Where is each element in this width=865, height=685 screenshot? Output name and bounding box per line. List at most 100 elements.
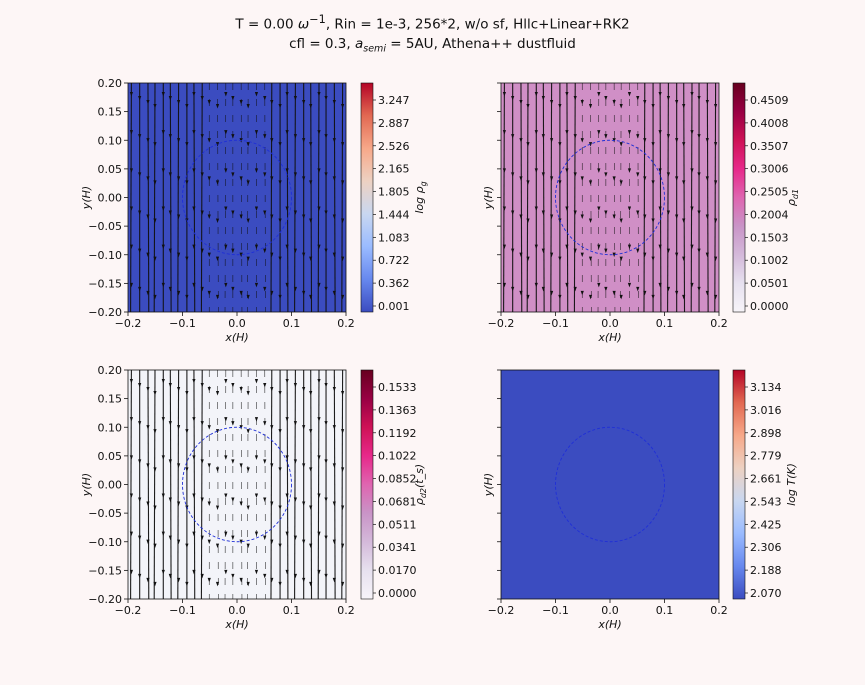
streamline-arrow bbox=[192, 168, 196, 173]
streamline-arrow bbox=[714, 142, 718, 147]
streamline bbox=[264, 370, 266, 599]
y-tick-label: −0.15 bbox=[88, 564, 122, 577]
streamline-arrow bbox=[177, 252, 181, 258]
streamline-arrow bbox=[697, 96, 701, 101]
streamline-arrow bbox=[153, 391, 157, 396]
heatmap-field bbox=[128, 83, 346, 312]
streamline-arrow bbox=[285, 282, 289, 288]
streamline bbox=[597, 83, 600, 312]
colorbar-tick-label: 3.134 bbox=[750, 381, 782, 394]
streamline-arrow bbox=[341, 180, 345, 185]
streamline-arrow bbox=[270, 425, 274, 430]
streamline-arrow bbox=[185, 543, 189, 549]
streamline-arrow bbox=[627, 168, 632, 173]
streamline bbox=[503, 83, 505, 312]
streamline-arrow bbox=[231, 134, 235, 139]
colorbar bbox=[360, 82, 374, 313]
streamline-arrow bbox=[185, 391, 189, 396]
streamline-arrow bbox=[200, 383, 204, 388]
streamline-arrow bbox=[332, 138, 336, 143]
streamline bbox=[310, 370, 313, 599]
streamline-arrow bbox=[185, 256, 189, 262]
streamline bbox=[341, 370, 344, 599]
y-tick-label: −0.20 bbox=[88, 593, 122, 606]
streamline-arrow bbox=[534, 244, 538, 250]
streamline-arrow bbox=[511, 134, 515, 139]
streamline-arrow bbox=[270, 463, 274, 468]
colorbar-tick-label: 2.070 bbox=[750, 587, 782, 600]
streamline-arrow bbox=[146, 425, 150, 430]
streamline-arrow bbox=[161, 455, 165, 460]
streamline-arrow bbox=[177, 425, 181, 430]
streamline bbox=[153, 83, 156, 312]
streamline-arrow bbox=[643, 138, 647, 143]
streamline-arrow bbox=[293, 535, 297, 541]
colorbar-tick-label: 0.4509 bbox=[750, 94, 789, 107]
colorbar-tick-label: 0.1192 bbox=[378, 427, 417, 440]
streamline-arrow bbox=[254, 417, 259, 422]
streamline-arrow bbox=[565, 282, 569, 288]
streamline-arrow bbox=[619, 256, 623, 262]
heatmap-field bbox=[501, 370, 719, 599]
streamline-arrow bbox=[185, 104, 189, 109]
x-tick-label: −0.2 bbox=[488, 317, 515, 330]
streamline-arrow bbox=[153, 543, 157, 549]
streamline-arrow bbox=[619, 142, 623, 147]
streamline-arrow bbox=[239, 176, 243, 181]
streamline-arrow bbox=[270, 577, 274, 583]
streamline-arrow bbox=[146, 539, 150, 545]
streamline-arrow bbox=[302, 290, 306, 296]
streamline-arrow bbox=[682, 256, 686, 262]
colorbar-tick-label: 0.001 bbox=[378, 300, 410, 313]
streamline-arrow bbox=[254, 206, 259, 211]
streamline-arrow bbox=[511, 248, 515, 254]
streamline-arrow bbox=[192, 92, 196, 97]
streamline-arrow bbox=[138, 383, 142, 388]
streamline bbox=[620, 83, 622, 312]
streamline-arrow bbox=[246, 180, 250, 185]
streamline-arrow bbox=[341, 391, 345, 396]
streamline-arrow bbox=[302, 501, 306, 506]
streamline-arrow bbox=[573, 286, 577, 292]
streamline-arrow bbox=[185, 142, 189, 147]
streamline-arrow bbox=[302, 387, 306, 392]
streamline-arrow bbox=[519, 176, 523, 181]
streamline-arrow bbox=[705, 252, 709, 258]
streamline-arrow bbox=[239, 501, 243, 506]
streamline bbox=[224, 370, 227, 599]
streamline-arrow bbox=[168, 286, 172, 292]
streamline-arrow bbox=[200, 96, 204, 101]
streamline-arrow bbox=[207, 539, 211, 545]
streamline-arrow bbox=[597, 130, 601, 135]
x-axis-label: x(H) bbox=[597, 618, 621, 631]
streamline-arrow bbox=[332, 100, 336, 105]
streamline-arrow bbox=[332, 290, 336, 296]
streamline-arrow bbox=[246, 467, 250, 472]
streamline-arrow bbox=[177, 290, 181, 296]
streamline-arrow bbox=[215, 391, 220, 396]
streamline-arrow bbox=[239, 539, 243, 545]
streamline-arrow bbox=[550, 100, 554, 105]
streamline-arrow bbox=[682, 180, 686, 185]
streamline-arrow bbox=[138, 535, 142, 541]
streamline-arrow bbox=[317, 92, 321, 97]
streamline-arrow bbox=[161, 244, 165, 250]
streamline bbox=[526, 83, 529, 312]
streamline-arrow bbox=[239, 387, 243, 392]
heatmap-field bbox=[128, 370, 346, 599]
colorbar-tick-label: 0.1363 bbox=[378, 404, 417, 417]
y-tick-label: 0.15 bbox=[98, 393, 123, 406]
streamline-arrow bbox=[285, 493, 289, 498]
streamline-arrow bbox=[224, 379, 228, 384]
colorbar-tick-label: 3.247 bbox=[378, 94, 410, 107]
streamline-arrow bbox=[161, 417, 165, 422]
x-tick-label: 0.1 bbox=[283, 604, 301, 617]
streamline-arrow bbox=[341, 142, 345, 147]
colorbar-tick-label: 0.2505 bbox=[750, 186, 789, 199]
streamline bbox=[217, 370, 219, 599]
streamline-arrow bbox=[246, 429, 250, 434]
streamline-arrow bbox=[332, 539, 336, 545]
streamline bbox=[613, 83, 616, 312]
y-axis-label: y(H) bbox=[80, 473, 93, 497]
x-tick-label: 0.1 bbox=[656, 604, 674, 617]
